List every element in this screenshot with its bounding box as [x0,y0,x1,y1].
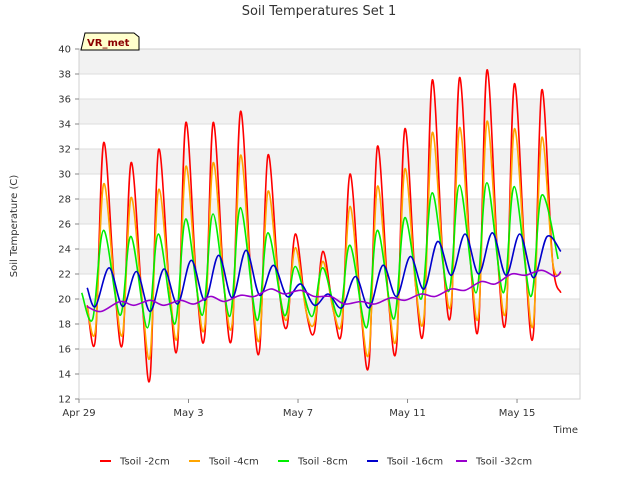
y-axis-label: Soil Temperature (C) [9,175,20,278]
plot-band [79,124,580,149]
x-axis-label: Time [553,425,578,436]
y-axis-ticks: 12 14 16 18 20 22 24 26 28 30 32 34 36 38 40 [58,45,79,406]
plot-band [79,199,580,224]
y-tick-label: 38 [58,70,71,81]
y-tick-label: 32 [58,145,71,156]
plot-band [79,49,580,74]
y-tick-label: 36 [58,95,71,106]
legend-label: Tsoil -2cm [119,457,170,468]
plot-band [79,324,580,349]
series-line-4 [86,231,562,313]
y-tick-label: 24 [58,245,71,256]
x-tick-label: May 15 [499,408,536,419]
plot-band [79,374,580,399]
y-tick-label: 20 [58,295,71,306]
series-line-5 [86,269,562,313]
plot-band [79,349,580,374]
legend: Tsoil -2cm Tsoil -4cm Tsoil -8cm Tsoil -16c… [100,457,532,468]
vr-met-badge-box [80,32,140,51]
y-tick-label: 16 [58,345,71,356]
x-tick-label: May 7 [283,408,313,419]
legend-label: Tsoil -8cm [297,457,348,468]
y-tick-label: 30 [58,170,71,181]
chart-title: Soil Temperatures Set 1 [242,4,397,19]
series-line-2 [86,120,562,360]
vr-met-badge-label: VR_met [87,38,130,49]
y-tick-label: 40 [58,45,71,56]
y-tick-label: 18 [58,320,71,331]
series-line-3 [80,182,559,329]
plot-band [79,149,580,174]
legend-label: Tsoil -4cm [208,457,259,468]
x-tick-label: May 11 [389,408,426,419]
y-tick-label: 22 [58,270,71,281]
y-tick-label: 28 [58,195,71,206]
x-tick-label: May 3 [173,408,203,419]
y-tick-label: 26 [58,220,71,231]
y-tick-label: 14 [58,370,71,381]
plot-band [79,99,580,124]
plot-band [79,74,580,99]
vr-met-badge: VR_met [80,32,140,51]
legend-label: Tsoil -32cm [475,457,532,468]
legend-label: Tsoil -16cm [386,457,443,468]
x-axis-ticks: Apr 29 May 3 May 7 May 11 May 15 [62,399,535,419]
series-lines [80,69,562,383]
plot-band [79,299,580,324]
y-tick-label: 34 [58,120,71,131]
plot-band [79,174,580,199]
y-tick-label: 12 [58,395,71,406]
x-tick-label: Apr 29 [62,408,95,419]
